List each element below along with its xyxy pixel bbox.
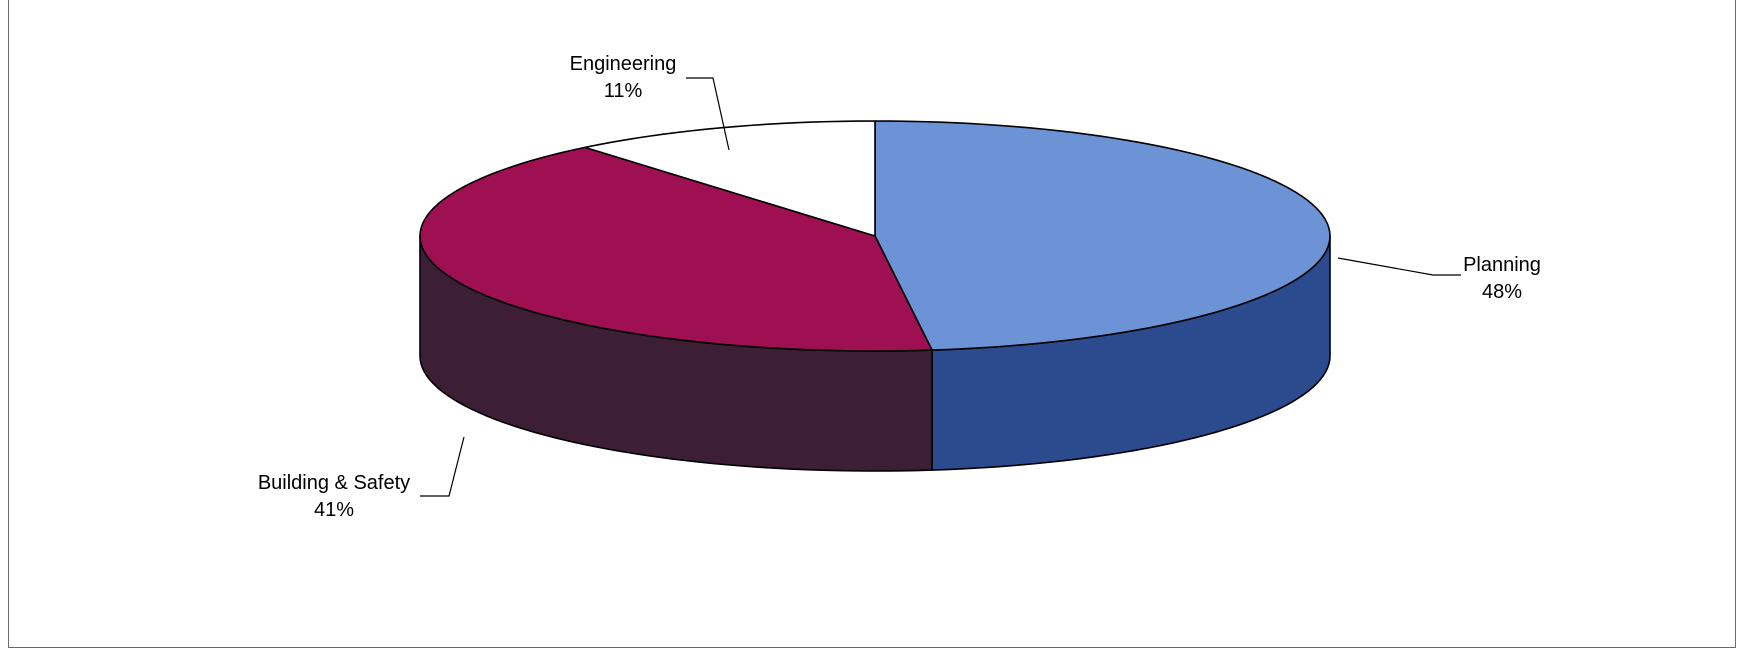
slice-label-planning: Planning [1463,254,1541,276]
leader-line-engineering [686,77,730,151]
slice-percent-engineering: 11% [604,80,643,102]
leader-line-planning [1337,257,1461,276]
pie-slice-planning [874,120,1331,351]
pie-slice-building-safety [419,146,933,352]
pie-tops [419,120,1331,352]
slice-percent-building-safety: 41% [314,499,354,521]
pie-chart: Planning 48% Building & Safety 41% Engineeri… [258,53,1541,521]
slice-label-engineering: Engineering [570,53,677,75]
slice-label-building-safety: Building & Safety [258,472,410,494]
leader-lines [420,77,1461,497]
pie-slice-engineering [584,120,876,237]
chart-frame: Planning 48% Building & Safety 41% Engineeri… [8,0,1736,648]
leader-line-building-safety [420,436,465,497]
slice-percent-planning: 48% [1482,281,1522,303]
slice-labels: Planning 48% Building & Safety 41% Engineeri… [258,53,1541,521]
